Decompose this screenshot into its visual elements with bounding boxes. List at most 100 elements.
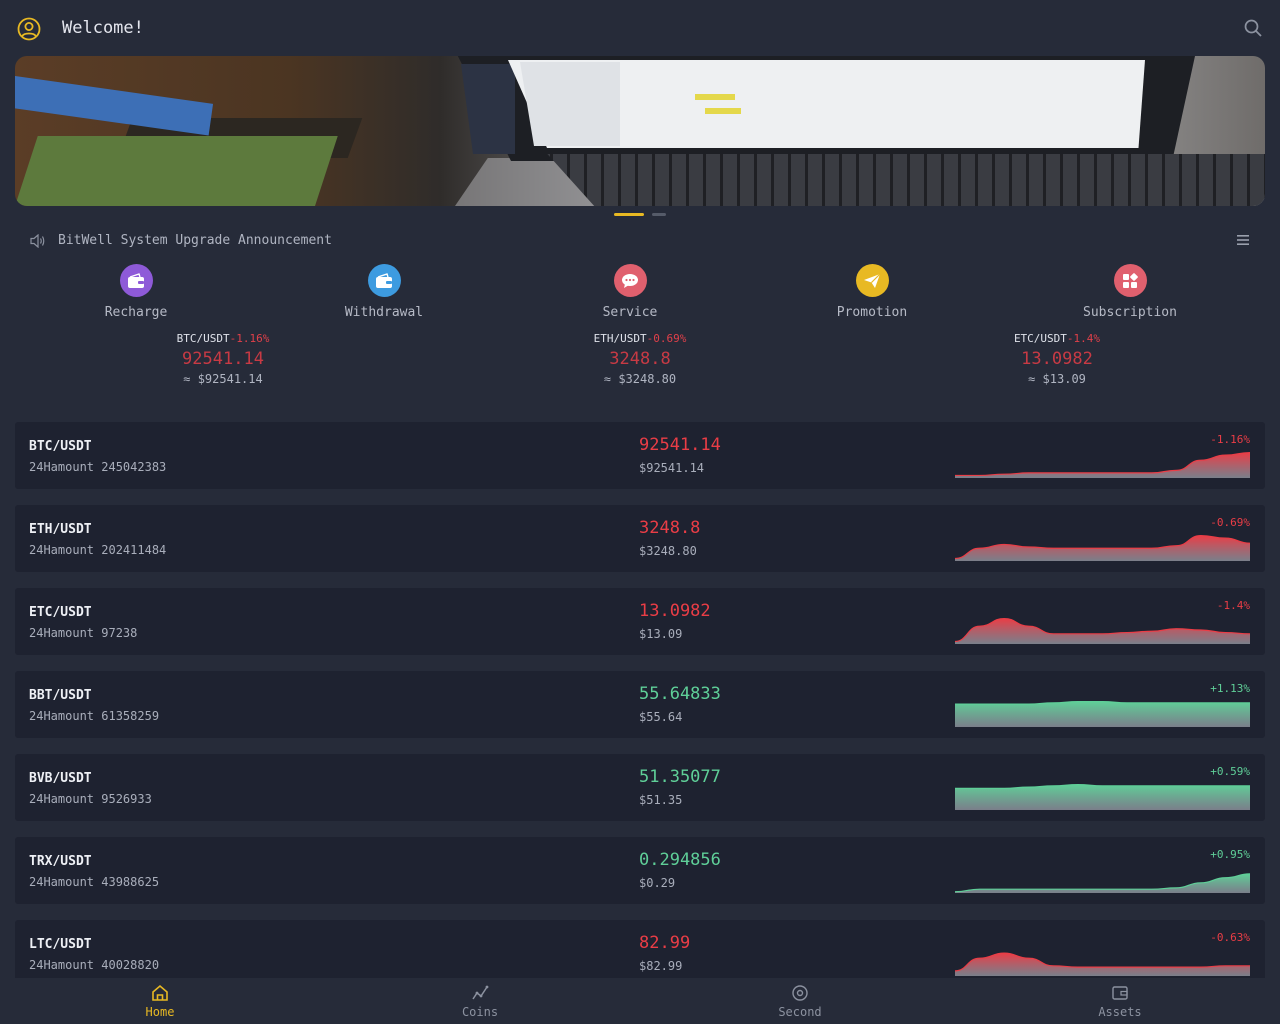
market-row-ltc[interactable]: LTC/USDT 24Hamount 40028820 82.99 $82.99…	[15, 920, 1265, 987]
tab-second-label: Second	[778, 1005, 822, 1019]
wallet-icon	[367, 264, 401, 297]
ticker-change: -1.4%	[1066, 332, 1101, 345]
ticker-pair-name: BTC/USDT	[176, 332, 230, 345]
sparkline-line	[955, 783, 1250, 789]
service-label: Service	[602, 305, 658, 320]
market-row-etc[interactable]: ETC/USDT 24Hamount 97238 13.0982 $13.09 …	[15, 588, 1265, 655]
recharge-label: Recharge	[104, 305, 168, 320]
row-amount: 24Hamount 43988625	[29, 875, 160, 889]
row-price: 0.294856	[639, 850, 721, 870]
ticker-usd: ≈ $13.09	[1028, 372, 1086, 386]
speaker-icon	[30, 234, 45, 248]
row-amount: 24Hamount 61358259	[29, 709, 160, 723]
row-price: 55.64833	[639, 684, 721, 704]
tab-second[interactable]: Second	[740, 984, 860, 1019]
ticker-pair-name: ETC/USDT	[1013, 332, 1067, 345]
carousel-dot[interactable]	[652, 213, 666, 216]
wallet-icon	[1112, 986, 1128, 1000]
row-symbol: TRX/USDT	[29, 854, 92, 869]
sparkline-area	[955, 784, 1250, 810]
market-row-eth[interactable]: ETH/USDT 24Hamount 202411484 3248.8 $324…	[15, 505, 1265, 572]
row-amount: 24Hamount 97238	[29, 626, 138, 640]
row-symbol: ETC/USDT	[29, 605, 92, 620]
ticker-change: -1.16%	[229, 332, 270, 345]
withdrawal-button[interactable]: Withdrawal	[324, 262, 444, 320]
sparkline	[955, 451, 1250, 478]
tab-coins[interactable]: Coins	[420, 984, 540, 1019]
sparkline	[955, 617, 1250, 644]
row-change: -0.63%	[1210, 931, 1250, 944]
sparkline	[955, 783, 1250, 810]
tab-coins-label: Coins	[461, 1005, 499, 1019]
ticker-pair: ETH/USDT-0.69%	[540, 332, 740, 345]
row-change: -0.69%	[1210, 516, 1250, 529]
grid-icon	[1113, 264, 1147, 297]
menu-icon[interactable]	[1237, 235, 1249, 245]
tab-home[interactable]: Home	[100, 984, 220, 1019]
sparkline-line	[955, 952, 1250, 972]
promotion-label: Promotion	[836, 305, 908, 320]
bottom-tab-bar: Home Coins Second Assets	[0, 978, 1280, 1024]
withdrawal-label: Withdrawal	[344, 305, 424, 320]
market-row-bvb[interactable]: BVB/USDT 24Hamount 9526933 51.35077 $51.…	[15, 754, 1265, 821]
row-change: -1.4%	[1216, 599, 1250, 612]
row-price: 3248.8	[639, 518, 701, 538]
recharge-button[interactable]: Recharge	[76, 262, 196, 320]
ticker-btc[interactable]: BTC/USDT-1.16% 92541.14 ≈ $92541.14	[123, 332, 323, 386]
sparkline	[955, 952, 1250, 976]
row-change: -1.16%	[1210, 433, 1250, 446]
carousel-dot-active[interactable]	[614, 213, 644, 216]
market-row-btc[interactable]: BTC/USDT 24Hamount 245042383 92541.14 $9…	[15, 422, 1265, 489]
quick-actions: Recharge Withdrawal Service Promotion Su…	[0, 262, 1280, 322]
ticker-usd: ≈ $92541.14	[183, 372, 263, 386]
ticker-price: 13.0982	[1021, 349, 1093, 369]
row-price: 13.0982	[639, 601, 711, 621]
sparkline-area	[955, 701, 1250, 727]
row-usd: $55.64	[639, 710, 683, 724]
service-button[interactable]: Service	[570, 262, 690, 320]
sparkline-area	[955, 953, 1250, 976]
market-row-trx[interactable]: TRX/USDT 24Hamount 43988625 0.294856 $0.…	[15, 837, 1265, 904]
sparkline-area	[955, 618, 1250, 644]
row-symbol: BBT/USDT	[29, 688, 92, 703]
ticker-price: 92541.14	[182, 349, 264, 369]
tab-assets[interactable]: Assets	[1060, 984, 1180, 1019]
market-row-bbt[interactable]: BBT/USDT 24Hamount 61358259 55.64833 $55…	[15, 671, 1265, 738]
announcement-text[interactable]: BitWell System Upgrade Announcement	[58, 233, 332, 248]
ticker-usd: ≈ $3248.80	[603, 372, 677, 386]
carousel-indicators	[0, 213, 1280, 217]
row-amount: 24Hamount 9526933	[29, 792, 152, 806]
home-icon	[152, 984, 168, 1001]
ticker-eth[interactable]: ETH/USDT-0.69% 3248.8 ≈ $3248.80	[540, 332, 740, 386]
subscription-label: Subscription	[1083, 305, 1177, 320]
tab-home-label: Home	[145, 1005, 175, 1019]
row-change: +1.13%	[1210, 682, 1250, 695]
hero-banner[interactable]	[15, 56, 1265, 206]
row-symbol: LTC/USDT	[29, 937, 92, 952]
row-usd: $92541.14	[639, 461, 705, 475]
promotion-button[interactable]: Promotion	[812, 262, 932, 320]
sparkline	[955, 534, 1250, 561]
ticker-etc[interactable]: ETC/USDT-1.4% 13.0982 ≈ $13.09	[957, 332, 1157, 386]
sparkline	[955, 700, 1250, 727]
row-amount: 24Hamount 202411484	[29, 543, 167, 557]
tab-assets-label: Assets	[1098, 1005, 1142, 1019]
row-symbol: ETH/USDT	[29, 522, 92, 537]
announcement-bar[interactable]: BitWell System Upgrade Announcement	[15, 227, 1265, 255]
ticker-summary: BTC/USDT-1.16% 92541.14 ≈ $92541.14 ETH/…	[0, 332, 1280, 400]
subscription-button[interactable]: Subscription	[1070, 262, 1190, 320]
sparkline-area	[955, 873, 1250, 893]
row-price: 92541.14	[639, 435, 721, 455]
row-price: 51.35077	[639, 767, 721, 787]
ticker-change: -0.69%	[646, 332, 687, 345]
sparkline-line	[955, 873, 1250, 893]
sparkline-line	[955, 617, 1250, 643]
row-amount: 24Hamount 40028820	[29, 958, 160, 972]
search-icon[interactable]	[1243, 18, 1263, 38]
welcome-text: Welcome!	[62, 18, 144, 38]
row-change: +0.95%	[1210, 848, 1250, 861]
user-circle-icon[interactable]	[17, 17, 41, 41]
row-usd: $51.35	[639, 793, 683, 807]
header: Welcome!	[0, 0, 1280, 56]
target-icon	[792, 985, 808, 1001]
